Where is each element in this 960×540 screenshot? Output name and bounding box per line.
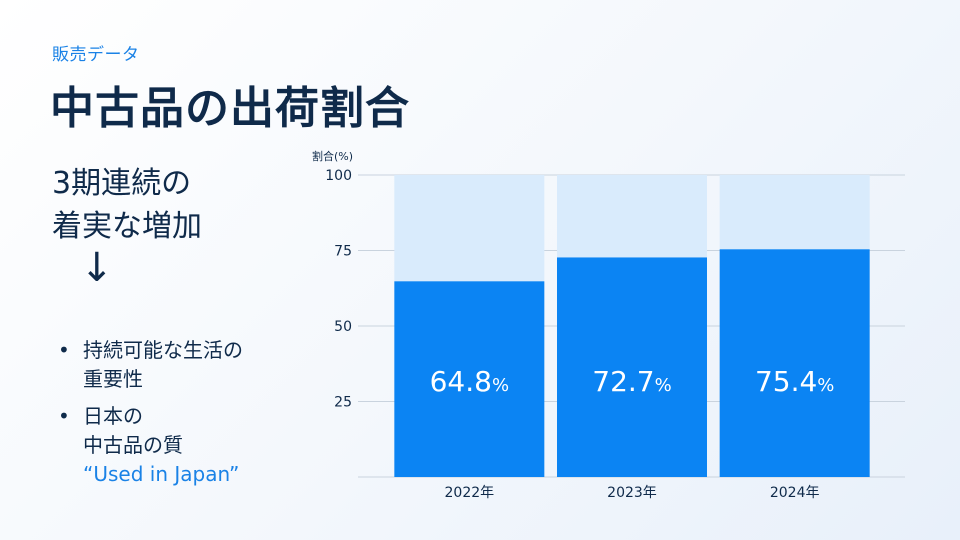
bar (557, 257, 707, 477)
bar-remainder (557, 175, 707, 258)
y-tick-label: 75 (334, 244, 352, 260)
y-tick-label: 100 (325, 168, 352, 184)
x-tick-label: 2022年 (445, 485, 495, 501)
bar-data-label: 75.4% (755, 365, 834, 398)
headline-line-1: 3期連続の (52, 166, 192, 201)
y-axis-label: 割合(%) (312, 149, 353, 163)
page-title: 中古品の出荷割合 (50, 83, 410, 134)
bar (394, 281, 545, 477)
headline: 3期連続の 着実な増加 (52, 162, 202, 248)
bar-data-label: 72.7% (592, 365, 671, 398)
y-tick-label: 25 (334, 395, 352, 411)
bullet-item: • 日本の 中古品の質 “Used in Japan” (58, 402, 243, 489)
bullet-text: 日本の (83, 404, 143, 428)
bullet-text: 中古品の質 (83, 433, 183, 457)
bullet-dot-icon: • (58, 338, 70, 362)
bar-remainder (719, 175, 870, 250)
bullet-item: • 持続可能な生活の 重要性 (58, 336, 243, 394)
headline-line-2: 着実な増加 (52, 209, 202, 244)
bullet-text-accent: “Used in Japan” (83, 462, 240, 486)
bar-remainder (394, 175, 545, 282)
bullet-list: • 持続可能な生活の 重要性 • 日本の 中古品の質 “Used in Japa… (58, 336, 243, 497)
bar-data-label: 64.8% (430, 365, 509, 398)
down-arrow-icon: ↓ (80, 245, 114, 291)
bullet-dot-icon: • (58, 404, 70, 428)
bullet-text: 重要性 (83, 367, 143, 391)
y-tick-label: 50 (334, 319, 352, 335)
section-eyebrow: 販売データ (52, 45, 140, 65)
bar (719, 249, 870, 477)
x-tick-label: 2024年 (770, 485, 820, 501)
bullet-text: 持続可能な生活の (83, 338, 243, 362)
x-tick-label: 2023年 (607, 485, 657, 501)
